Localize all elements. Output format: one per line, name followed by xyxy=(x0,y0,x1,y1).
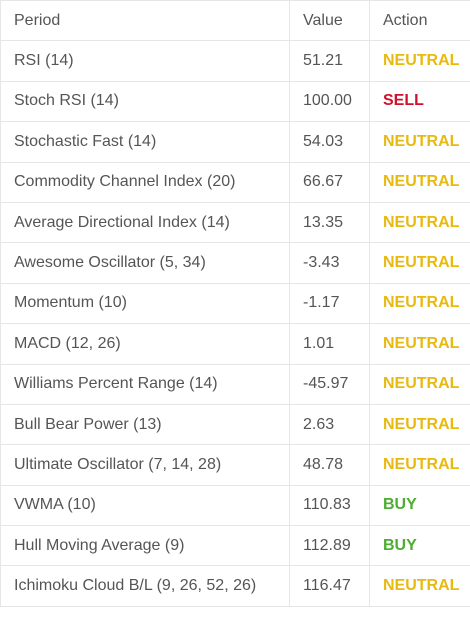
action-cell: NEUTRAL xyxy=(369,242,470,284)
table-row: Williams Percent Range (14) -45.97 NEUTRAL xyxy=(0,363,470,405)
period-cell: MACD (12, 26) xyxy=(0,323,290,365)
period-cell: VWMA (10) xyxy=(0,484,290,527)
period-cell: Average Directional Index (14) xyxy=(0,201,290,244)
period-cell: Hull Moving Average (9) xyxy=(0,525,290,567)
table-row: Ultimate Oscillator (7, 14, 28) 48.78 NEUT… xyxy=(0,444,470,486)
action-cell: NEUTRAL xyxy=(369,161,470,203)
value-cell: 1.01 xyxy=(289,323,370,365)
value-cell: -1.17 xyxy=(289,282,370,325)
header-cell: Period xyxy=(0,0,290,42)
table-row: RSI (14) 51.21 NEUTRAL xyxy=(0,40,470,82)
action-cell: NEUTRAL xyxy=(369,444,470,486)
table-row: Commodity Channel Index (20) 66.67 NEUTRAL xyxy=(0,161,470,203)
period-cell: Awesome Oscillator (5, 34) xyxy=(0,242,290,284)
period-cell: Stoch RSI (14) xyxy=(0,80,290,123)
action-cell: NEUTRAL xyxy=(369,565,470,607)
value-cell: 54.03 xyxy=(289,121,370,163)
period-cell: Stochastic Fast (14) xyxy=(0,121,290,163)
indicator-table: Period Value Action RSI (14) 51.21 NEUTRAL… xyxy=(0,0,470,607)
action-cell: SELL xyxy=(369,80,470,123)
table-body: RSI (14) 51.21 NEUTRAL Stoch RSI (14) 100.00… xyxy=(0,40,470,607)
table-row: Hull Moving Average (9) 112.89 BUY xyxy=(0,525,470,567)
table-row: Bull Bear Power (13) 2.63 NEUTRAL xyxy=(0,403,470,446)
period-cell: Williams Percent Range (14) xyxy=(0,363,290,405)
period-cell: Bull Bear Power (13) xyxy=(0,403,290,446)
action-cell: NEUTRAL xyxy=(369,323,470,365)
header-cell: Value xyxy=(289,0,370,42)
period-cell: Ichimoku Cloud B/L (9, 26, 52, 26) xyxy=(0,565,290,607)
table-row: Stochastic Fast (14) 54.03 NEUTRAL xyxy=(0,121,470,163)
action-cell: NEUTRAL xyxy=(369,40,470,82)
table-row: Momentum (10) -1.17 NEUTRAL xyxy=(0,282,470,325)
value-cell: 48.78 xyxy=(289,444,370,486)
value-cell: 100.00 xyxy=(289,80,370,123)
value-cell: -45.97 xyxy=(289,363,370,405)
table-row: Ichimoku Cloud B/L (9, 26, 52, 26) 116.47… xyxy=(0,565,470,607)
period-cell: Momentum (10) xyxy=(0,282,290,325)
action-cell: NEUTRAL xyxy=(369,282,470,325)
value-cell: 13.35 xyxy=(289,201,370,244)
value-cell: 66.67 xyxy=(289,161,370,203)
table-row: MACD (12, 26) 1.01 NEUTRAL xyxy=(0,323,470,365)
value-cell: 116.47 xyxy=(289,565,370,607)
period-cell: RSI (14) xyxy=(0,40,290,82)
action-cell: NEUTRAL xyxy=(369,201,470,244)
value-cell: 2.63 xyxy=(289,403,370,446)
value-cell: 112.89 xyxy=(289,525,370,567)
action-cell: BUY xyxy=(369,484,470,527)
action-cell: NEUTRAL xyxy=(369,403,470,446)
period-cell: Ultimate Oscillator (7, 14, 28) xyxy=(0,444,290,486)
table-row: Average Directional Index (14) 13.35 NEUTR… xyxy=(0,201,470,244)
period-cell: Commodity Channel Index (20) xyxy=(0,161,290,203)
table-row: Stoch RSI (14) 100.00 SELL xyxy=(0,80,470,123)
table-row: VWMA (10) 110.83 BUY xyxy=(0,484,470,527)
table-row: Awesome Oscillator (5, 34) -3.43 NEUTRAL xyxy=(0,242,470,284)
action-cell: NEUTRAL xyxy=(369,363,470,405)
header-cell: Action xyxy=(369,0,470,42)
action-cell: BUY xyxy=(369,525,470,567)
value-cell: -3.43 xyxy=(289,242,370,284)
value-cell: 51.21 xyxy=(289,40,370,82)
value-cell: 110.83 xyxy=(289,484,370,527)
action-cell: NEUTRAL xyxy=(369,121,470,163)
header-row: Period Value Action xyxy=(0,0,470,42)
